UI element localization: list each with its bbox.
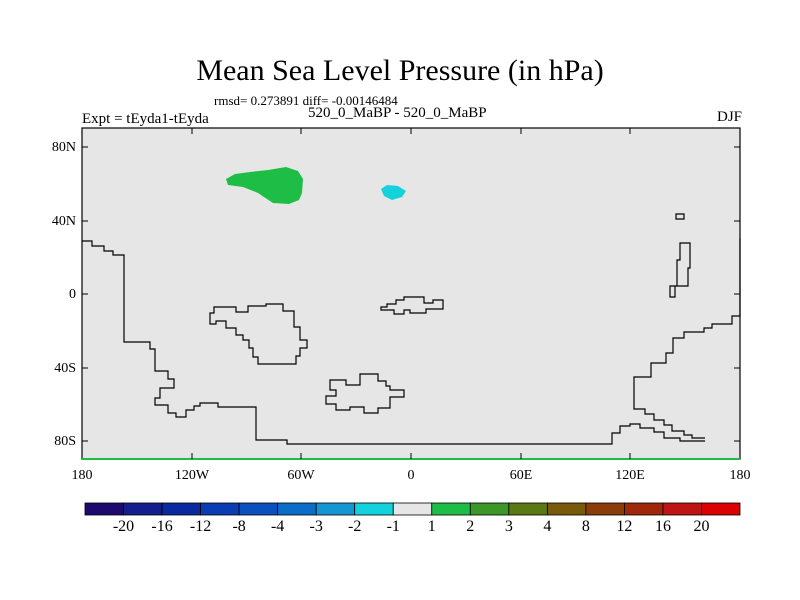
lon-label-60w: 60W (287, 468, 315, 483)
lat-label-80s: 80S (54, 434, 76, 449)
colorbar-label: 4 (543, 518, 552, 535)
positive-anomaly-region (226, 167, 303, 204)
colorbar-swatch (546, 502, 587, 516)
colorbar-swatch (662, 502, 702, 516)
lon-label-0: 0 (407, 468, 415, 483)
colorbar-label: -2 (348, 518, 362, 535)
colorbar-swatch (123, 502, 163, 516)
colorbar-label: -4 (270, 518, 285, 535)
colorbar-label: -8 (232, 518, 246, 535)
season-label: DJF (716, 109, 742, 125)
lat-label-0: 0 (69, 287, 76, 302)
colorbar-swatch (624, 502, 664, 516)
colorbar-swatch (469, 502, 510, 516)
lon-label-180e: 180 (729, 468, 751, 483)
colorbar-label: -20 (112, 518, 135, 535)
colorbar-label: 8 (581, 518, 590, 535)
lon-label-120e: 120E (615, 468, 645, 483)
colorbar-label: -1 (386, 518, 400, 535)
coastline-south-island (325, 373, 405, 414)
colorbar-label: -16 (151, 518, 173, 535)
colorbar-swatch (701, 502, 741, 516)
subtitle: 520_0_MaBP - 520_0_MaBP (308, 105, 487, 121)
colorbar-swatch (585, 502, 625, 516)
lat-label-40s: 40S (54, 361, 76, 376)
lat-label-40n: 40N (51, 214, 76, 229)
colorbar-label: 1 (427, 518, 436, 535)
colorbar-swatch (315, 502, 356, 516)
coastline-equatorial (380, 296, 444, 315)
colorbar-swatch (508, 502, 548, 516)
stats-line: rmsd= 0.273891 diff= -0.00146484 (214, 93, 398, 108)
coastline-central (209, 303, 308, 365)
lat-label-80n: 80N (51, 140, 76, 155)
colorbar-label: 16 (654, 518, 671, 535)
colorbar (84, 502, 741, 516)
colorbar-label: 3 (504, 518, 513, 535)
lon-label-60e: 60E (509, 468, 533, 483)
experiment-label: Expt = tEyda1-tEyda (82, 111, 209, 127)
coastline-east (633, 238, 741, 439)
colorbar-swatch (238, 502, 279, 516)
plot-title: Mean Sea Level Pressure (in hPa) (196, 54, 604, 87)
negative-anomaly-region (381, 185, 406, 200)
colorbar-label: -3 (309, 518, 323, 535)
colorbar-swatch (354, 502, 394, 516)
lon-label-180w: 180 (71, 468, 93, 483)
colorbar-swatch (431, 502, 471, 516)
coastline-west (82, 240, 705, 445)
coastline-eastern-island (669, 242, 691, 298)
colorbar-label: 12 (616, 518, 633, 535)
colorbar-swatch (84, 502, 124, 516)
coastlines (82, 213, 741, 445)
colorbar-swatch (161, 502, 201, 516)
colorbar-swatch (392, 502, 433, 516)
lon-label-120w: 120W (174, 468, 210, 483)
colorbar-label: -12 (189, 518, 212, 535)
colorbar-swatch (200, 502, 240, 516)
colorbar-label: 2 (466, 518, 475, 535)
colorbar-swatch (277, 502, 317, 516)
axis-ticks (82, 128, 740, 459)
colorbar-label: 20 (693, 518, 710, 535)
coastline-eastern-islet (675, 213, 685, 220)
map-background (82, 128, 740, 459)
